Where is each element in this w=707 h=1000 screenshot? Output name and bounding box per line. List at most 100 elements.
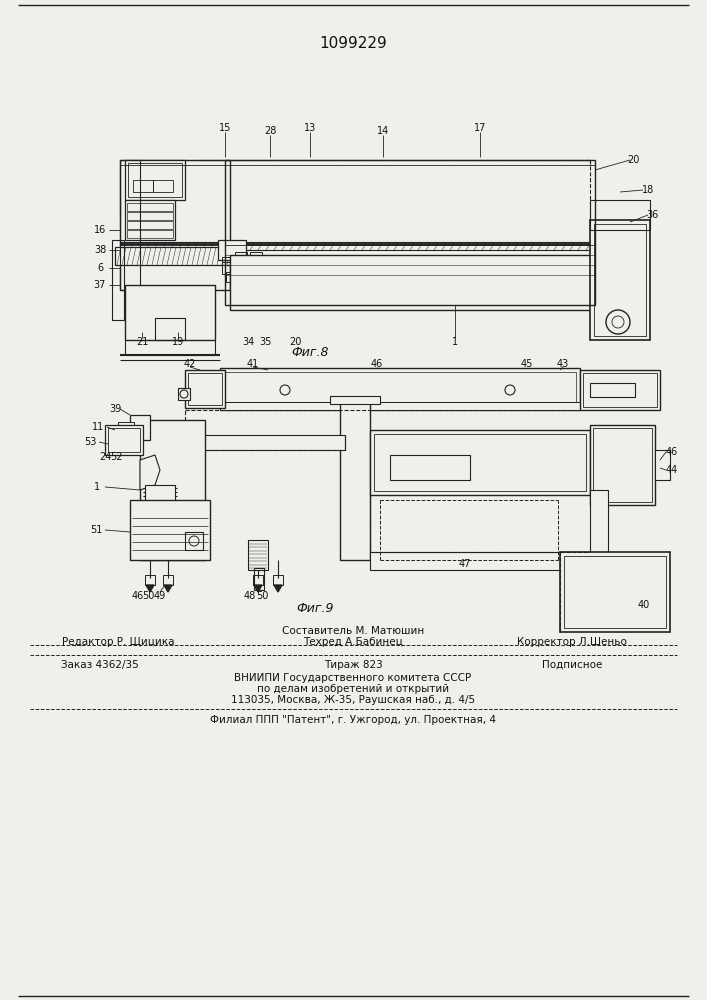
Text: 17: 17 xyxy=(474,123,486,133)
Text: 1: 1 xyxy=(452,337,458,347)
Bar xyxy=(254,568,264,590)
Text: 46: 46 xyxy=(371,359,383,369)
Text: 20: 20 xyxy=(627,155,639,165)
Bar xyxy=(127,230,173,238)
Text: Составитель М. Матюшин: Составитель М. Матюшин xyxy=(282,626,424,636)
Text: Техред А.Бабинец: Техред А.Бабинец xyxy=(303,637,403,647)
Bar xyxy=(220,368,580,410)
Bar xyxy=(580,370,660,410)
Text: по делам изобретений и открытий: по делам изобретений и открытий xyxy=(257,684,449,694)
Text: 46: 46 xyxy=(666,447,678,457)
Text: 1099229: 1099229 xyxy=(319,35,387,50)
Text: Заказ 4362/35: Заказ 4362/35 xyxy=(61,660,139,670)
Polygon shape xyxy=(164,585,172,592)
Bar xyxy=(583,373,657,407)
Bar xyxy=(127,212,173,220)
Bar xyxy=(125,200,175,240)
Bar xyxy=(590,383,635,397)
Bar xyxy=(390,455,470,480)
Bar xyxy=(655,450,670,480)
Bar xyxy=(226,272,234,282)
Text: 46: 46 xyxy=(132,591,144,601)
Text: 42: 42 xyxy=(184,359,196,369)
Bar xyxy=(330,396,380,404)
Bar xyxy=(222,262,234,274)
Text: 44: 44 xyxy=(666,465,678,475)
Bar xyxy=(218,240,246,260)
Text: 53: 53 xyxy=(84,437,96,447)
Text: 52: 52 xyxy=(110,452,122,462)
Bar xyxy=(127,203,173,211)
Bar xyxy=(105,425,143,455)
Bar xyxy=(130,415,150,440)
Text: 6: 6 xyxy=(97,263,103,273)
Text: 50: 50 xyxy=(142,591,154,601)
Bar xyxy=(108,428,140,452)
Polygon shape xyxy=(140,455,160,490)
Text: 48: 48 xyxy=(244,591,256,601)
Bar xyxy=(370,430,590,495)
Bar xyxy=(125,160,185,200)
Bar xyxy=(594,224,646,336)
Bar xyxy=(590,200,650,230)
Bar xyxy=(248,540,268,570)
Bar xyxy=(230,255,630,310)
Text: 43: 43 xyxy=(557,359,569,369)
Bar xyxy=(220,402,580,410)
Bar xyxy=(370,552,608,570)
Text: 20: 20 xyxy=(289,337,301,347)
Bar xyxy=(593,428,652,502)
Bar xyxy=(590,425,655,505)
Bar xyxy=(118,422,134,442)
Text: Фиг.8: Фиг.8 xyxy=(291,346,329,359)
Bar xyxy=(115,247,230,265)
Bar xyxy=(253,575,263,585)
Text: 18: 18 xyxy=(642,185,654,195)
Bar xyxy=(235,252,247,262)
Bar xyxy=(564,556,666,628)
Bar xyxy=(590,490,608,560)
Text: 21: 21 xyxy=(136,337,148,347)
Polygon shape xyxy=(274,585,282,592)
Text: 28: 28 xyxy=(264,126,276,136)
Text: 11: 11 xyxy=(92,422,104,432)
Text: 37: 37 xyxy=(94,280,106,290)
Bar xyxy=(140,420,205,560)
Bar xyxy=(374,434,586,491)
Text: 41: 41 xyxy=(247,359,259,369)
Bar xyxy=(127,221,173,229)
Text: 15: 15 xyxy=(218,123,231,133)
Text: 14: 14 xyxy=(377,126,389,136)
Text: 50: 50 xyxy=(256,591,268,601)
Bar xyxy=(155,318,185,340)
Bar xyxy=(112,240,124,320)
Bar xyxy=(163,575,173,585)
Bar xyxy=(200,435,345,450)
Polygon shape xyxy=(254,585,262,592)
Text: Фиг.9: Фиг.9 xyxy=(296,601,334,614)
Bar xyxy=(250,252,262,262)
Text: 39: 39 xyxy=(109,404,121,414)
Bar xyxy=(120,160,140,290)
Text: 40: 40 xyxy=(638,600,650,610)
Text: 49: 49 xyxy=(154,591,166,601)
Bar xyxy=(128,163,182,197)
Polygon shape xyxy=(146,585,154,592)
Bar xyxy=(273,575,283,585)
Text: Подписное: Подписное xyxy=(542,660,602,670)
Text: 13: 13 xyxy=(304,123,316,133)
Bar xyxy=(130,500,210,560)
Text: 35: 35 xyxy=(259,337,271,347)
Text: 19: 19 xyxy=(172,337,184,347)
Bar xyxy=(145,485,175,510)
Bar xyxy=(153,180,173,192)
Text: Тираж 823: Тираж 823 xyxy=(324,660,382,670)
Text: Редактор Р. Щицика: Редактор Р. Щицика xyxy=(62,637,174,647)
Text: 34: 34 xyxy=(242,337,254,347)
Bar xyxy=(185,532,203,550)
Bar xyxy=(224,372,576,402)
Bar xyxy=(133,180,153,192)
Bar xyxy=(185,370,225,408)
Text: Филиал ППП "Патент", г. Ужгород, ул. Проектная, 4: Филиал ППП "Патент", г. Ужгород, ул. Про… xyxy=(210,715,496,725)
Bar xyxy=(120,160,230,290)
